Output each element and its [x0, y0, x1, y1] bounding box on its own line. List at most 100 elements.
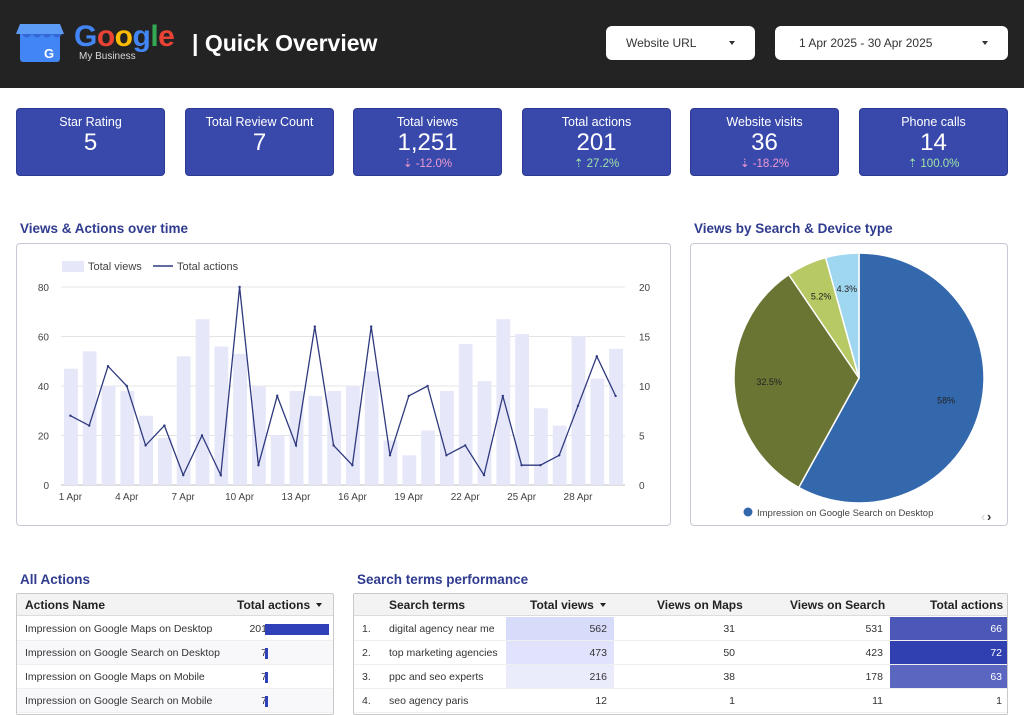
pie-slice[interactable]	[733, 273, 860, 489]
row-index: 2.	[362, 646, 371, 659]
bar-total-views[interactable]	[496, 319, 511, 485]
row-index: 4.	[362, 694, 371, 707]
bar-total-views[interactable]	[82, 351, 97, 485]
bar-total-views[interactable]	[327, 390, 341, 485]
views-on-search-value: 531	[865, 622, 883, 635]
point-total-actions	[106, 365, 110, 368]
y-left-tick-label: 60	[38, 333, 50, 344]
x-tick-label: 4 Apr	[115, 492, 139, 503]
point-total-actions	[595, 355, 598, 358]
pie-legend-swatch	[743, 507, 753, 517]
point-total-actions	[388, 454, 392, 457]
header-bar: G Google My Business | Quick Overview We…	[0, 0, 1024, 88]
action-value: 7	[261, 689, 267, 712]
search-term: seo agency paris	[389, 694, 469, 707]
bar-total-views[interactable]	[270, 435, 285, 486]
table-row[interactable]: 4. seo agency paris 12 1 11 1	[354, 689, 1007, 713]
bar-total-views[interactable]	[64, 368, 78, 485]
table-row[interactable]: 3. ppc and seo experts 216 38 178 63	[354, 665, 1007, 689]
action-bar	[265, 624, 329, 635]
x-tick-label: 19 Apr	[394, 492, 424, 503]
pie-legend-label: Impression on Google Search on Desktop	[757, 508, 933, 519]
total-actions-value: 1	[890, 689, 1007, 712]
bar-total-views[interactable]	[176, 356, 191, 485]
bar-total-views[interactable]	[195, 319, 210, 485]
bar-total-views[interactable]	[308, 395, 323, 485]
col-views-on-search[interactable]: Views on Search	[790, 597, 886, 612]
point-total-actions	[276, 394, 279, 398]
y-right-tick-label: 0	[639, 481, 645, 492]
bar-total-views[interactable]	[383, 440, 398, 485]
point-total-actions	[407, 394, 410, 398]
col-search-terms[interactable]: Search terms	[389, 597, 466, 612]
bar-total-views[interactable]	[402, 455, 417, 485]
line-total-actions[interactable]	[70, 286, 617, 478]
views-by-type-pie-chart[interactable]: 58% 32.5% 5.2% 4.3% Impression on Google Se…	[691, 244, 1007, 525]
bar-total-views[interactable]	[571, 336, 586, 486]
bar-total-views[interactable]	[440, 390, 454, 485]
bar-total-views[interactable]	[214, 346, 229, 485]
bar-total-views[interactable]	[346, 386, 360, 485]
arrow-down-icon: ⇣	[739, 158, 750, 170]
table-row[interactable]: Impression on Google Maps on Desktop 201	[17, 617, 333, 641]
bar-total-views[interactable]	[609, 348, 623, 485]
chevron-right-icon[interactable]: ›	[987, 509, 991, 524]
table-row[interactable]: Impression on Google Search on Desktop 7	[17, 641, 333, 665]
col-actions-name[interactable]: Actions Name	[25, 597, 106, 612]
views-on-maps-value: 1	[729, 694, 735, 707]
col-views-on-maps[interactable]: Views on Maps	[657, 597, 743, 612]
kpi-card-website-visits: Website visits 36 ⇣ -18.2%	[690, 108, 839, 176]
bar-total-views[interactable]	[139, 415, 153, 485]
x-tick-label: 28 Apr	[564, 492, 594, 503]
chevron-down-icon	[729, 41, 735, 45]
row-index: 1.	[362, 622, 371, 635]
pie-slice-label: 5.2%	[811, 291, 832, 301]
point-total-actions	[125, 384, 128, 388]
point-total-actions	[219, 473, 222, 477]
total-actions-value: 66	[890, 617, 1007, 640]
table-row[interactable]: 1. digital agency near me 562 31 531 66	[354, 617, 1007, 641]
total-actions-value: 72	[890, 641, 1007, 664]
point-total-actions	[520, 464, 523, 467]
point-total-actions	[144, 444, 147, 447]
pie-slice[interactable]	[797, 252, 985, 504]
bar-total-views[interactable]	[252, 386, 266, 485]
col-total-actions[interactable]: Total actions	[930, 597, 1004, 612]
bar-total-views[interactable]	[233, 353, 247, 485]
table-row[interactable]: 2. top marketing agencies 473 50 423 72	[354, 641, 1007, 665]
pie-slice-label: 32.5%	[756, 377, 782, 387]
date-range-dropdown[interactable]: 1 Apr 2025 - 30 Apr 2025	[775, 26, 1008, 60]
search-term: digital agency near me	[389, 622, 495, 635]
point-total-actions	[163, 424, 166, 427]
website-url-label: Website URL	[626, 36, 697, 50]
x-tick-label: 10 Apr	[225, 492, 255, 503]
bar-total-views[interactable]	[421, 430, 435, 485]
bar-total-views[interactable]	[120, 390, 135, 485]
views-on-maps-value: 31	[723, 622, 735, 635]
bar-total-views[interactable]	[458, 343, 473, 485]
bar-total-views[interactable]	[364, 371, 379, 485]
y-left-tick-label: 40	[38, 382, 50, 393]
kpi-label: Phone calls	[901, 115, 966, 129]
point-total-actions	[445, 454, 448, 457]
pie-slice[interactable]	[824, 252, 860, 379]
col-total-actions[interactable]: Total actions	[237, 594, 323, 615]
point-total-actions	[539, 464, 542, 467]
bar-total-views[interactable]	[101, 386, 116, 485]
bar-total-views[interactable]	[158, 437, 172, 485]
kpi-card-review-count: Total Review Count 7	[185, 108, 334, 176]
chevron-left-icon[interactable]: ‹	[981, 509, 985, 524]
bar-total-views[interactable]	[534, 408, 548, 485]
table-row[interactable]: Impression on Google Maps on Mobile 7	[17, 665, 333, 689]
x-tick-label: 1 Apr	[59, 492, 83, 503]
col-total-views[interactable]: Total views	[530, 594, 606, 615]
point-total-actions	[351, 464, 354, 467]
x-tick-label: 13 Apr	[282, 492, 312, 503]
table-row[interactable]: Impression on Google Search on Mobile 7	[17, 689, 333, 713]
pie-slice-label: 58%	[937, 395, 955, 405]
bar-total-views[interactable]	[590, 378, 605, 485]
bar-total-views[interactable]	[289, 390, 304, 485]
views-actions-chart[interactable]: 0 20 40 60 80 0 5 10 15 20 1 Apr 4 Apr 7 Apr 10 Apr 13…	[17, 244, 670, 525]
bar-total-views[interactable]	[515, 334, 529, 485]
website-url-dropdown[interactable]: Website URL	[606, 26, 755, 60]
